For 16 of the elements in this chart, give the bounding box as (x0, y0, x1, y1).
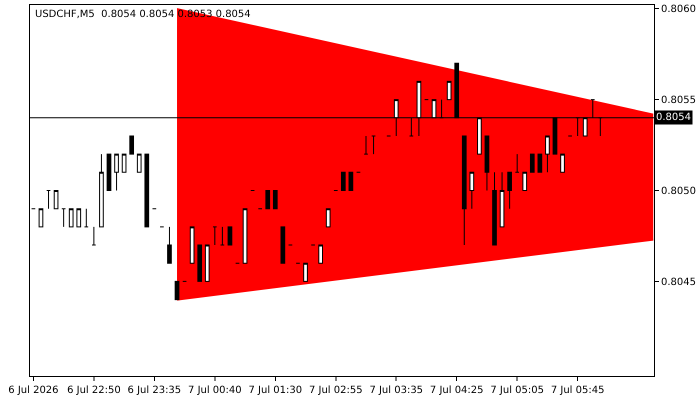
x-tick-label: 7 Jul 05:05 (490, 385, 544, 396)
x-tick-label: 6 Jul 2026 (8, 385, 59, 396)
y-tick-label: 0.8055 (661, 95, 696, 106)
x-tick-label: 7 Jul 05:45 (550, 385, 604, 396)
x-tick-label: 7 Jul 00:40 (188, 385, 242, 396)
ref-line-label: 0.8054 (656, 112, 691, 123)
y-tick-label: 0.8060 (661, 4, 696, 16)
x-tick-label: 7 Jul 02:55 (308, 385, 363, 396)
x-tick-label: 7 Jul 04:25 (430, 385, 484, 396)
y-tick-label: 0.8045 (661, 276, 696, 288)
x-tick-label: 6 Jul 22:50 (67, 385, 121, 396)
chart-title: USDCHF,M5 0.8054 0.8054 0.8053 0.8054 (35, 9, 251, 20)
x-tick-label: 7 Jul 01:30 (248, 385, 302, 396)
y-tick-label: 0.8050 (661, 186, 696, 197)
x-tick-label: 7 Jul 03:35 (369, 385, 424, 396)
x-tick-label: 6 Jul 23:35 (128, 385, 182, 396)
